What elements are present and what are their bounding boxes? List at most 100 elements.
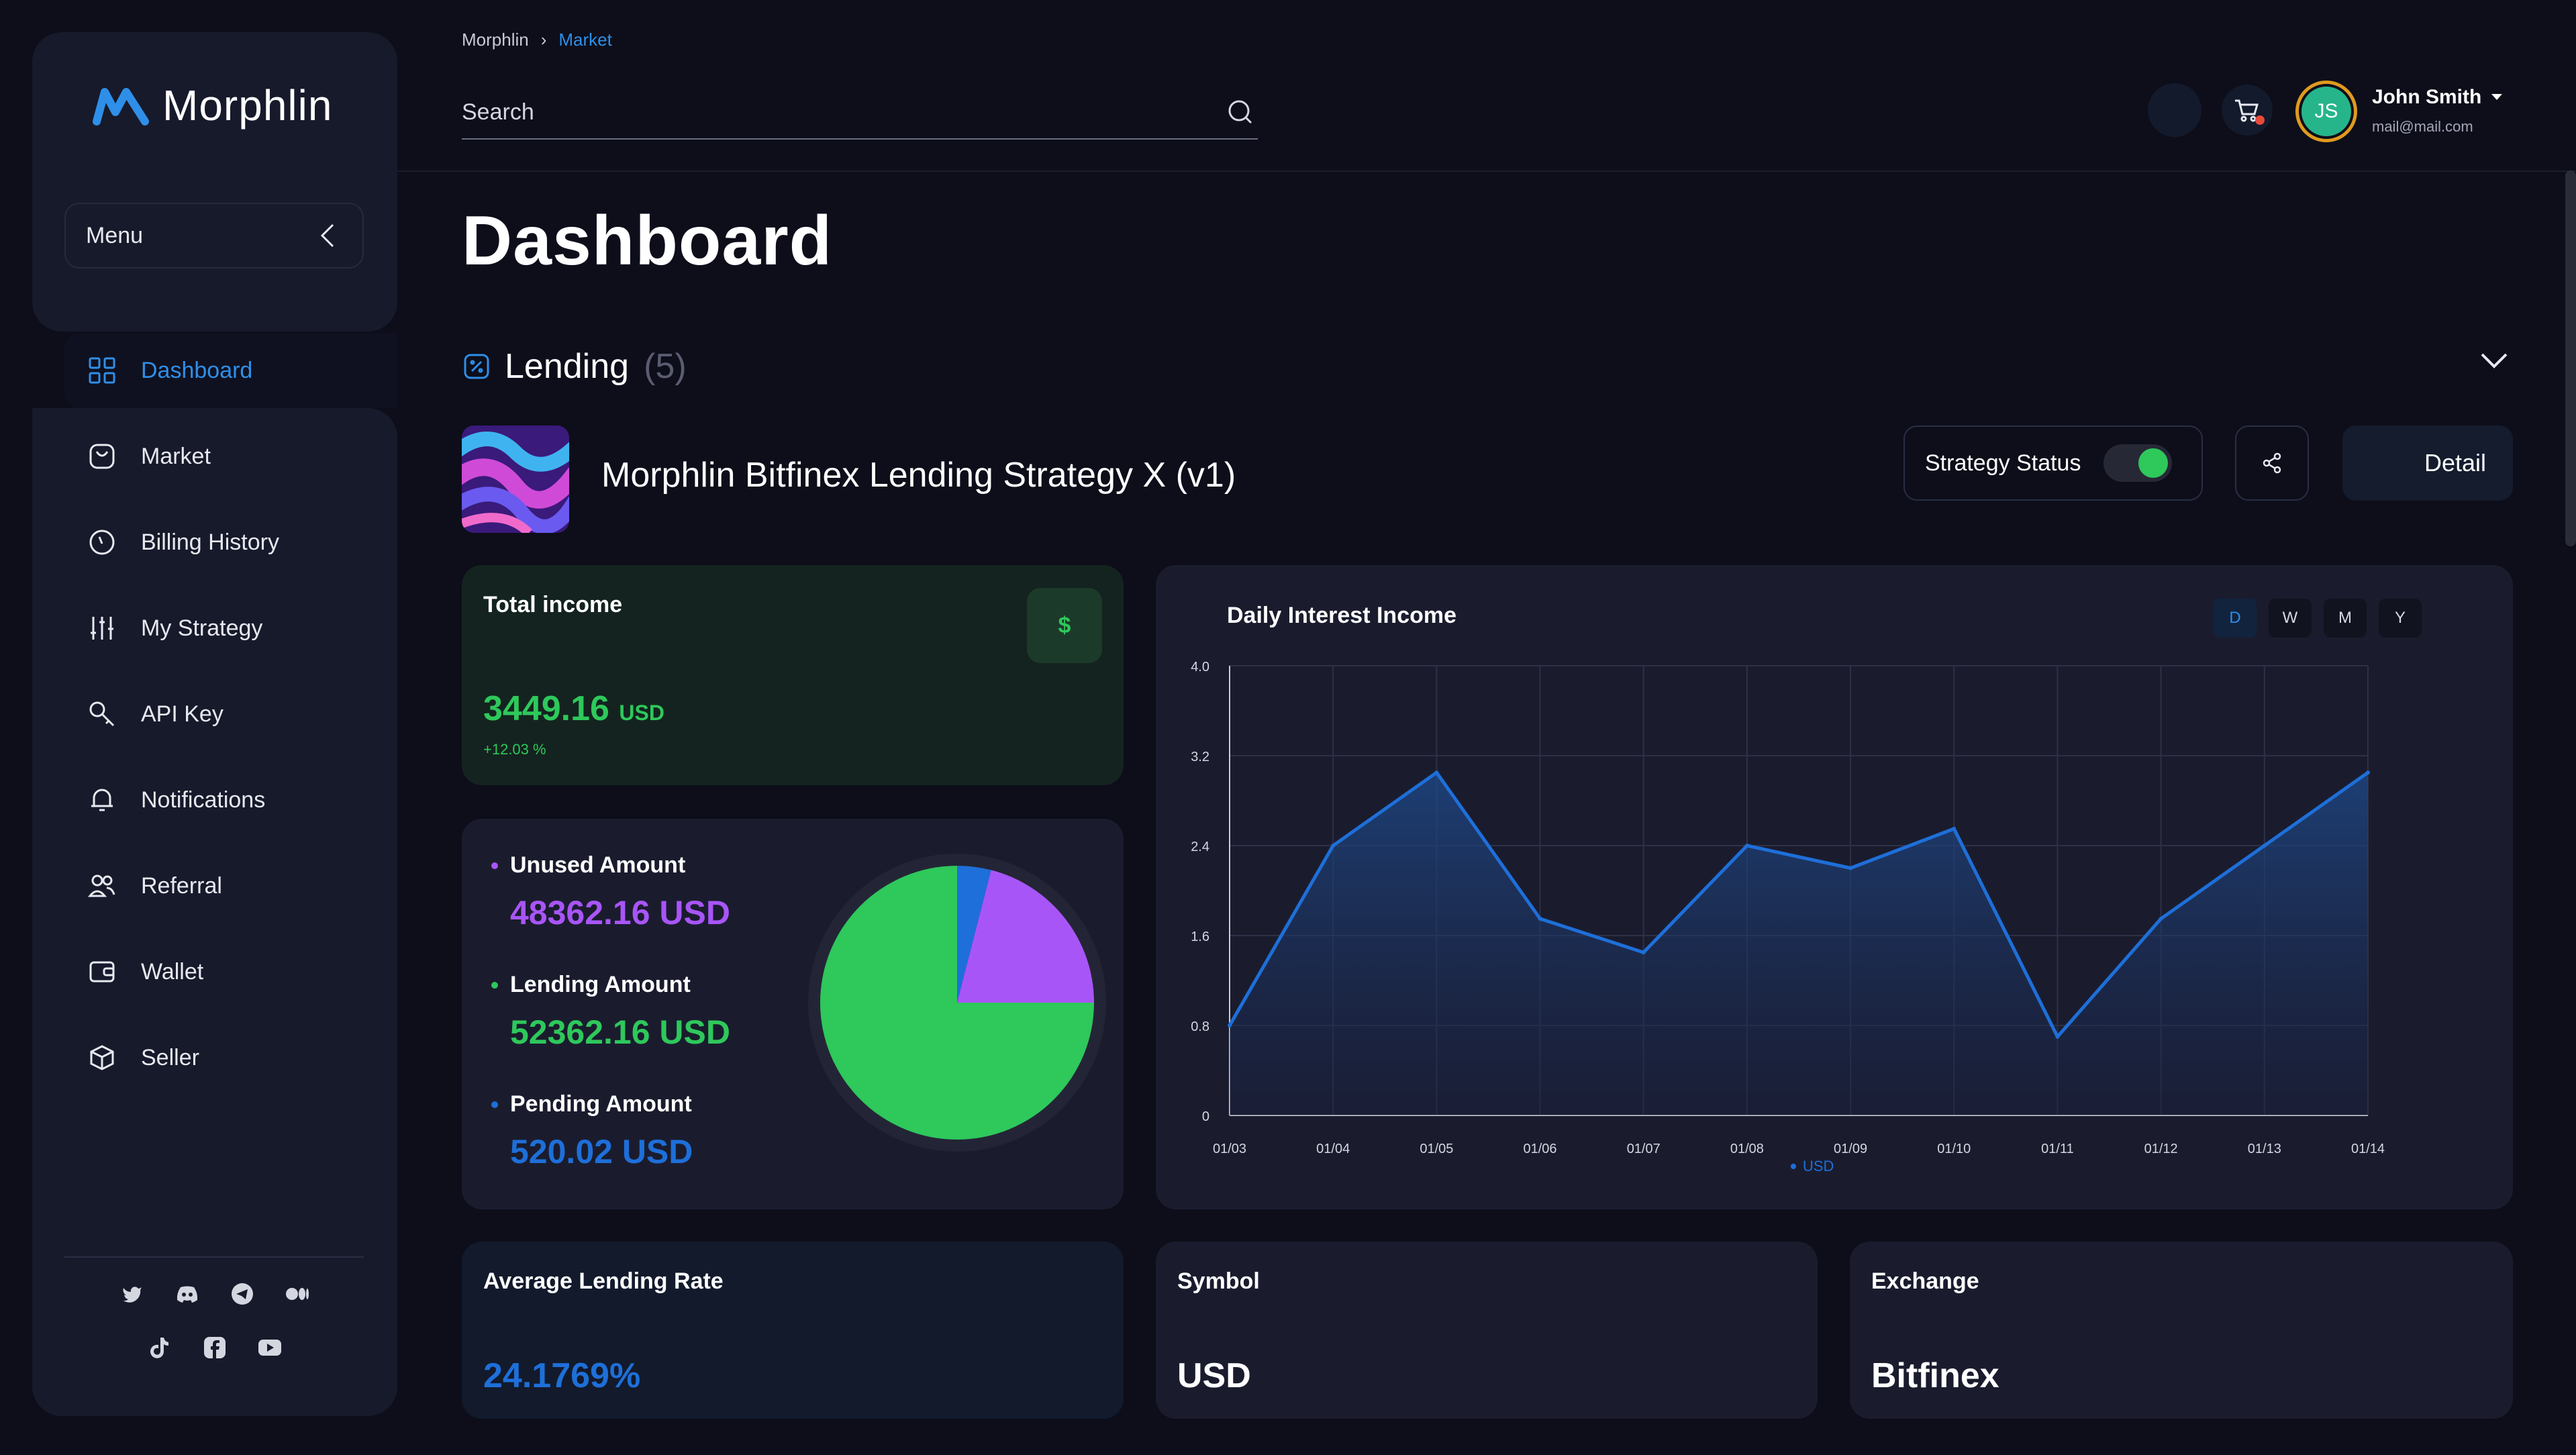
detail-button[interactable]: Detail (2342, 425, 2513, 501)
search-bar (462, 86, 1258, 140)
users-icon (87, 871, 117, 901)
key-icon (87, 699, 117, 729)
strategy-status-toggle[interactable] (2103, 444, 2173, 482)
strategy-status-control: Strategy Status (1903, 425, 2203, 501)
twitter-icon[interactable] (120, 1282, 144, 1306)
grid-icon (87, 356, 117, 385)
chevron-left-icon (320, 223, 334, 248)
sidebar-item-notifications[interactable]: Notifications (64, 762, 397, 838)
youtube-icon[interactable] (258, 1336, 282, 1360)
x-tick-label: 01/07 (1627, 1142, 1661, 1156)
sidebar-item-billing-history[interactable]: Billing History (64, 505, 397, 580)
x-tick-label: 01/12 (2144, 1142, 2178, 1156)
y-tick-label: 0 (1202, 1109, 1209, 1124)
average-lending-rate-card: Average Lending Rate 24.1769% (462, 1242, 1124, 1419)
sidebar-item-label: Wallet (141, 958, 204, 985)
share-button[interactable] (2235, 425, 2309, 501)
symbol-card: Symbol USD (1156, 1242, 1818, 1419)
brand-logo[interactable]: Morphlin (93, 75, 332, 136)
pie-slice-pending-amount[interactable] (957, 866, 991, 1003)
sidebar-item-market[interactable]: Market (64, 419, 397, 494)
telegram-icon[interactable] (230, 1282, 254, 1306)
section-count: (5) (644, 347, 687, 386)
unused-bullet-icon (491, 862, 498, 869)
y-tick-label: 1.6 (1191, 930, 1209, 944)
total-income-unit: USD (619, 701, 664, 725)
y-tick-label: 4.0 (1191, 660, 1209, 674)
data-point[interactable] (1331, 844, 1336, 848)
data-point[interactable] (2262, 844, 2267, 848)
chevron-down-icon[interactable] (2479, 352, 2509, 370)
sidebar-item-my-strategy[interactable]: My Strategy (64, 591, 397, 666)
user-email: mail@mail.com (2372, 118, 2473, 135)
data-point[interactable] (1538, 916, 1542, 921)
exchange-value: Bitfinex (1871, 1356, 1999, 1395)
strategy-thumbnail (462, 425, 569, 533)
cart-button[interactable] (2222, 85, 2273, 136)
data-point[interactable] (2366, 770, 2370, 775)
menu-toggle[interactable]: Menu (64, 203, 364, 268)
social-links-row-2 (0, 1336, 430, 1360)
medium-icon[interactable] (285, 1282, 309, 1306)
breadcrumb-item-home[interactable]: Morphlin (462, 30, 529, 50)
user-avatar-ring[interactable]: JS (2295, 81, 2357, 142)
lending-section-header[interactable]: Lending (5) (463, 346, 687, 387)
sidebar-item-wallet[interactable]: Wallet (64, 934, 397, 1009)
exchange-title: Exchange (1871, 1268, 1979, 1294)
dollar-icon[interactable]: $ (1027, 588, 1102, 663)
x-tick-label: 01/11 (2041, 1142, 2074, 1156)
data-point[interactable] (1228, 1023, 1232, 1027)
search-input[interactable] (462, 99, 1133, 126)
sidebar-nav: Dashboard Market Billing History My Stra… (64, 333, 397, 1106)
period-month-button[interactable]: M (2324, 599, 2367, 638)
caret-down-icon (2491, 94, 2503, 100)
search-icon[interactable] (1227, 99, 1254, 126)
data-point[interactable] (1952, 826, 1956, 831)
data-point[interactable] (1744, 844, 1749, 848)
sidebar-item-dashboard[interactable]: Dashboard (64, 333, 397, 408)
amounts-card: Unused Amount 48362.16 USD Lending Amoun… (462, 819, 1124, 1209)
theme-toggle-button[interactable] (2148, 83, 2201, 137)
sidebar-item-label: Dashboard (141, 357, 253, 383)
period-day-button[interactable]: D (2214, 599, 2257, 638)
symbol-value: USD (1177, 1356, 1251, 1395)
sidebar-item-seller[interactable]: Seller (64, 1020, 397, 1095)
sidebar-item-label: Market (141, 443, 211, 469)
pending-bullet-icon (491, 1101, 498, 1108)
period-selector: D W M Y (2214, 599, 2422, 638)
x-tick-label: 01/10 (1937, 1142, 1971, 1156)
sidebar-item-api-key[interactable]: API Key (64, 676, 397, 752)
pending-amount-row: Pending Amount 520.02 USD (491, 1091, 693, 1171)
pending-amount-value: 520.02 USD (510, 1133, 693, 1170)
y-tick-label: 2.4 (1191, 840, 1209, 854)
x-tick-label: 01/03 (1213, 1142, 1246, 1156)
menu-label: Menu (86, 222, 144, 248)
average-rate-title: Average Lending Rate (483, 1268, 724, 1294)
data-point[interactable] (2055, 1034, 2060, 1039)
data-point[interactable] (1641, 950, 1646, 955)
total-income-amount: 3449.16 (483, 689, 609, 728)
discord-icon[interactable] (175, 1282, 199, 1306)
average-rate-value: 24.1769% (483, 1356, 641, 1395)
unused-amount-label: Unused Amount (510, 852, 686, 878)
tiktok-icon[interactable] (148, 1336, 172, 1360)
pending-amount-label: Pending Amount (510, 1091, 692, 1117)
period-year-button[interactable]: Y (2379, 599, 2422, 638)
sidebar-item-label: Notifications (141, 787, 266, 813)
lending-bullet-icon (491, 981, 498, 989)
pie-slice-lending-amount[interactable] (820, 866, 1094, 1140)
user-menu[interactable]: John Smith (2372, 86, 2503, 109)
data-point[interactable] (1434, 770, 1439, 775)
wallet-icon (87, 957, 117, 987)
data-point[interactable] (2159, 916, 2163, 921)
header-divider (397, 170, 2576, 172)
data-point[interactable] (1848, 866, 1853, 870)
facebook-icon[interactable] (203, 1336, 227, 1360)
sidebar-top-panel (32, 32, 397, 332)
line-chart-svg: 0 0.8 1.6 2.4 3.2 4.0 01/03 01/04 01/05 01/06 01/0… (1191, 660, 2385, 1174)
page-scrollbar[interactable] (2565, 170, 2576, 546)
sidebar-item-referral[interactable]: Referral (64, 848, 397, 923)
breadcrumb-item-current[interactable]: Market (558, 30, 612, 50)
pie-slice-unused-amount[interactable] (957, 870, 1094, 1003)
period-week-button[interactable]: W (2269, 599, 2312, 638)
